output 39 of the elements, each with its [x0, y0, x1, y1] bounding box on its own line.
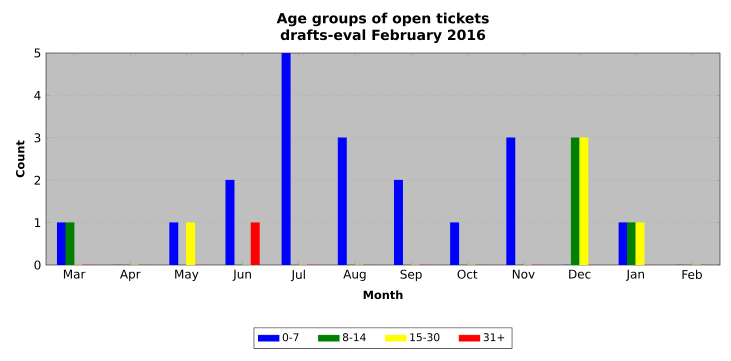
x-tick-label: Jul	[290, 270, 305, 282]
bar	[506, 138, 516, 265]
x-tick-label: Jun	[232, 270, 251, 281]
y-tick-label: 2	[34, 176, 40, 185]
x-tick-label: Feb	[682, 270, 702, 279]
y-tick-label: 5	[34, 48, 40, 58]
x-axis-title: Month	[364, 290, 402, 300]
legend-label: 8-14	[342, 333, 366, 342]
x-tick-label: May	[175, 270, 198, 281]
bar	[394, 180, 403, 265]
legend-label: 0-7	[282, 333, 299, 342]
y-axis-title: Count	[16, 140, 25, 178]
x-tick-label: Sep	[400, 270, 422, 282]
chart-title: Age groups of open tickets	[276, 12, 489, 26]
bar	[338, 138, 347, 265]
bar	[282, 53, 291, 265]
y-tick-label: 4	[34, 91, 41, 100]
y-tick-label: 0	[34, 260, 40, 270]
y-tick-label: 1	[34, 218, 40, 227]
bar	[186, 222, 196, 265]
x-tick-label: Dec	[569, 270, 590, 279]
x-tick-label: Apr	[120, 270, 141, 281]
bar	[450, 222, 460, 265]
legend-label: 31+	[484, 333, 504, 342]
x-tick-label: Mar	[64, 270, 86, 279]
bar	[225, 180, 234, 265]
y-tick-label: 3	[34, 133, 40, 142]
x-tick-label: Aug	[343, 270, 366, 281]
x-tick-label: Oct	[458, 270, 478, 279]
x-tick-label: Jan	[626, 270, 644, 281]
bar	[56, 222, 66, 265]
x-tick-label: Nov	[512, 270, 535, 279]
legend-label: 15-30	[410, 333, 440, 342]
bar	[579, 138, 588, 265]
bar	[169, 222, 178, 265]
bar	[250, 222, 260, 265]
bar	[635, 222, 644, 265]
chart-subtitle: drafts-eval February 2016	[280, 29, 486, 43]
bar	[618, 222, 628, 265]
